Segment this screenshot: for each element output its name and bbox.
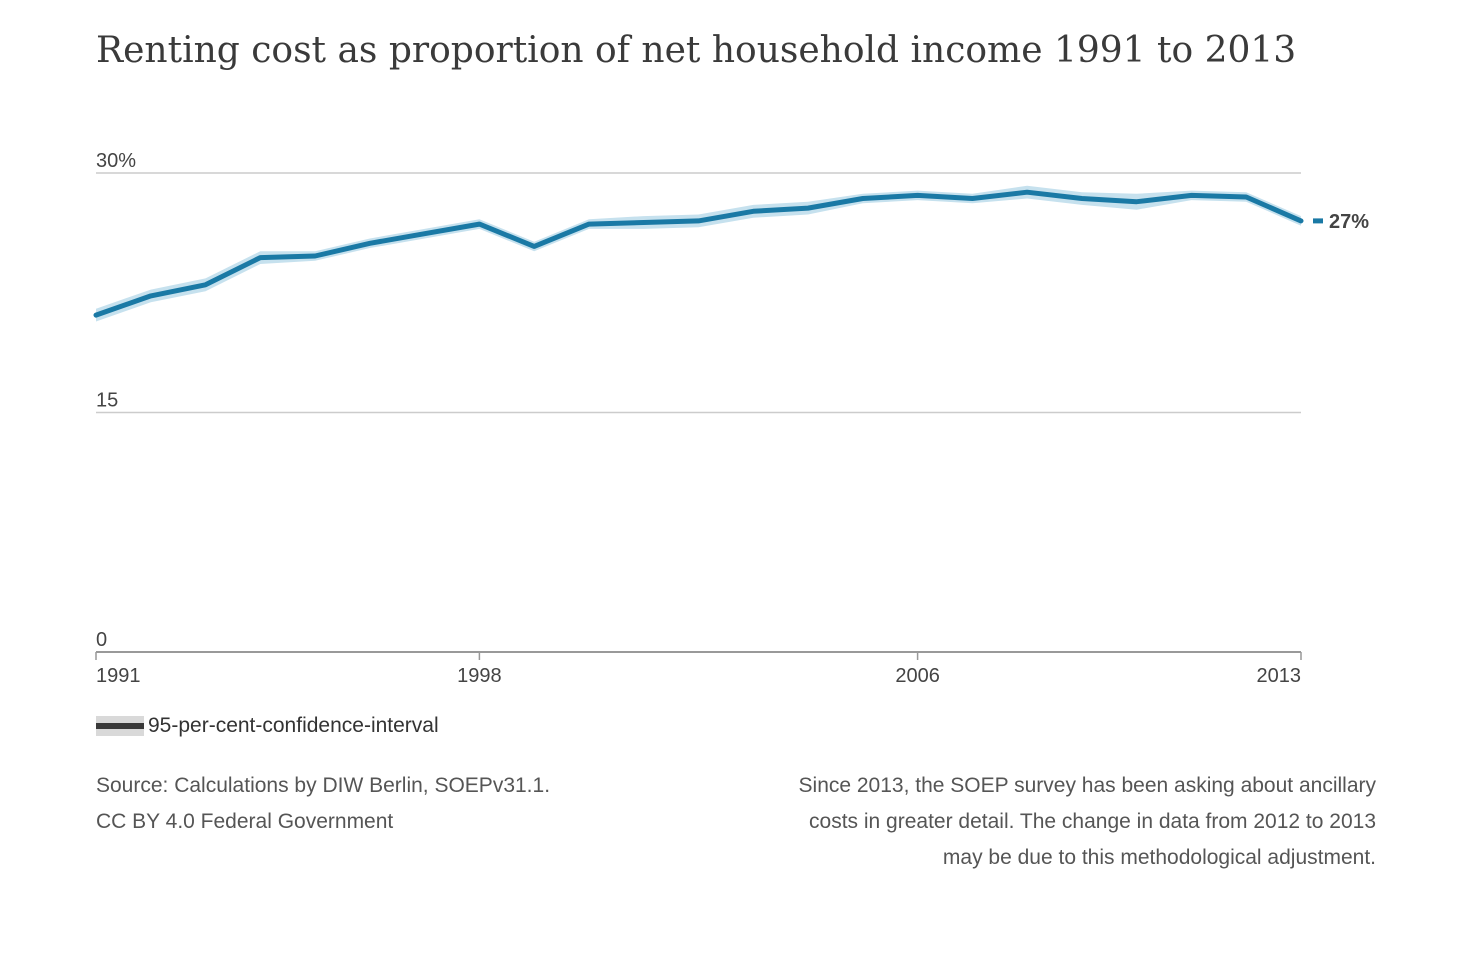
x-axis-ticks: 1991 1998 2006 2013 [95, 652, 1302, 687]
source-line-2: CC BY 4.0 Federal Government [96, 810, 394, 833]
note-line-3: may be due to this methodological adjust… [942, 846, 1376, 869]
y-tick-label-15: 15 [96, 390, 118, 412]
x-tick-label-2006: 2006 [895, 665, 940, 687]
x-tick-label-1991: 1991 [96, 665, 141, 687]
chart-title: Renting cost as proportion of net househ… [96, 30, 1297, 71]
end-label-layer: 27% [1313, 211, 1369, 233]
y-axis-ticks: 0 15 30% [96, 150, 136, 651]
legend-swatch-line [96, 723, 144, 729]
end-value-label: 27% [1329, 211, 1369, 233]
confidence-band [96, 185, 1301, 322]
x-tick-label-2013: 2013 [1257, 665, 1302, 687]
series-line [93, 189, 1304, 318]
methodology-note: Since 2013, the SOEP survey has been ask… [736, 768, 1376, 876]
x-tick-label-1998: 1998 [457, 665, 502, 687]
note-line-1: Since 2013, the SOEP survey has been ask… [798, 774, 1376, 797]
y-tick-label-0: 0 [96, 629, 107, 651]
series-layer [93, 185, 1304, 322]
y-tick-label-30: 30% [96, 150, 136, 172]
note-line-2: costs in greater detail. The change in d… [809, 810, 1376, 833]
legend-label: 95-per-cent-confidence-interval [148, 714, 439, 737]
legend: 95-per-cent-confidence-interval [96, 712, 439, 740]
source-note: Source: Calculations by DIW Berlin, SOEP… [96, 768, 550, 840]
grid-lines [96, 172, 1301, 653]
legend-swatch [96, 716, 144, 736]
source-line-1: Source: Calculations by DIW Berlin, SOEP… [96, 774, 551, 797]
